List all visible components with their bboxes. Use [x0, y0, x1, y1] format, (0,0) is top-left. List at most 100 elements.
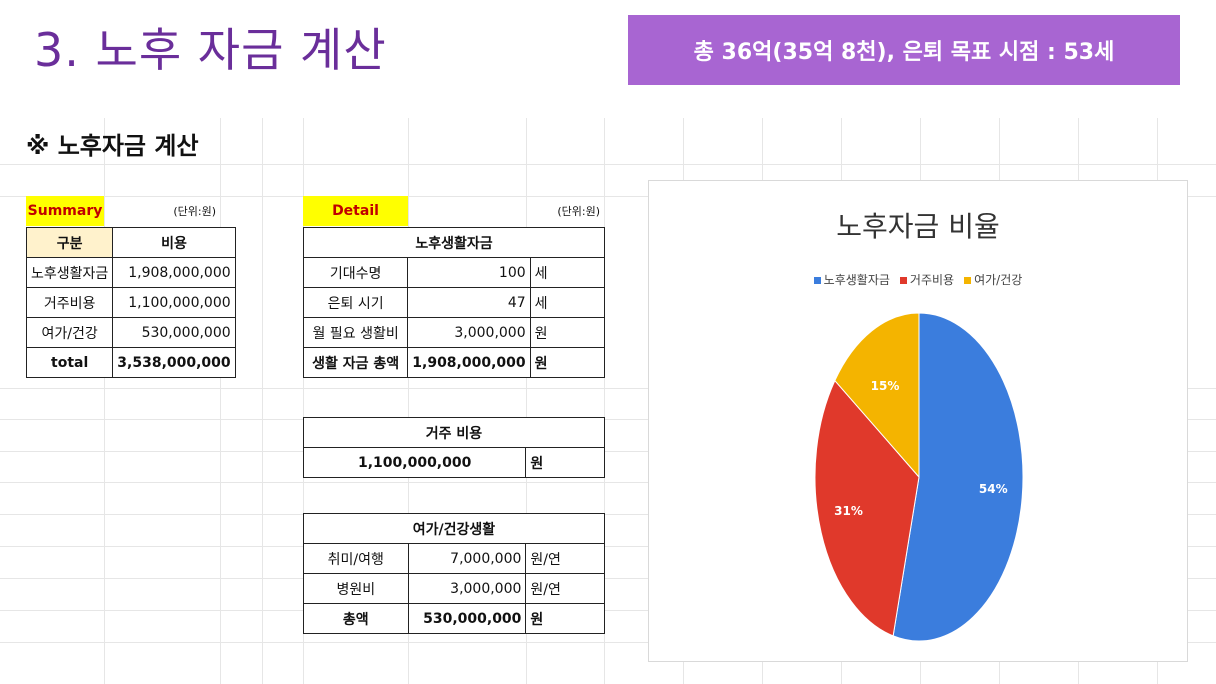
living-fund-table: 노후생활자금 기대수명 100 세 은퇴 시기 47 세 월 필요 생활비 3,…: [302, 227, 606, 378]
table-row: 생활 자금 총액 1,908,000,000 원: [302, 347, 606, 378]
gridline: [0, 546, 1216, 547]
gridline: [408, 118, 409, 684]
summary-table: 구분 비용 노후생활자금 1,908,000,000 거주비용 1,100,00…: [25, 227, 236, 378]
legend-swatch: [964, 277, 972, 284]
gridline: [220, 118, 221, 684]
summary-row-name[interactable]: 노후생활자금: [25, 257, 114, 288]
legend-label: 여가/건강: [974, 273, 1023, 287]
pie-slice[interactable]: [814, 379, 920, 637]
leisure-row-value[interactable]: 7,000,000: [407, 543, 527, 574]
gridline: [303, 118, 304, 684]
table-row: 은퇴 시기 47 세: [302, 287, 606, 318]
pie-plot: 54% 31% 15%: [814, 312, 1024, 642]
summary-row-value[interactable]: 530,000,000: [112, 317, 236, 348]
gridline: [0, 164, 1216, 165]
summary-unit-cell[interactable]: (단위:원): [173, 205, 216, 218]
leisure-row-value[interactable]: 3,000,000: [407, 573, 527, 604]
summary-banner: 총 36억(35억 8천), 은퇴 목표 시점 : 53세: [628, 15, 1180, 85]
spreadsheet-area: ※ 노후자금 계산 Summary (단위:원) 구분 비용 노후생활자금 1,…: [0, 118, 1216, 684]
detail-row-unit[interactable]: 세: [529, 257, 606, 288]
detail-row-name[interactable]: 기대수명: [302, 257, 409, 288]
summary-total-name[interactable]: total: [25, 347, 114, 378]
gridline: [0, 610, 1216, 611]
gridline: [0, 642, 1216, 643]
detail-row-value[interactable]: 3,000,000: [407, 317, 531, 348]
detail-row-unit[interactable]: 세: [529, 287, 606, 318]
detail-row-value[interactable]: 100: [407, 257, 531, 288]
gridline: [526, 118, 527, 684]
housing-cost-table: 거주 비용 1,100,000,000 원: [302, 417, 605, 478]
gridline: [0, 578, 1216, 579]
summary-header-cost[interactable]: 비용: [112, 227, 236, 258]
gridline: [0, 451, 1216, 452]
legend-item: 거주비용: [899, 271, 955, 288]
gridline: [604, 118, 605, 684]
table-row: 1,100,000,000 원: [302, 447, 605, 478]
detail-unit-cell[interactable]: (단위:원): [557, 205, 600, 218]
leisure-row-name[interactable]: 취미/여행: [303, 543, 409, 574]
legend-label: 노후생활자금: [823, 273, 890, 287]
legend-label: 거주비용: [909, 273, 955, 287]
leisure-header[interactable]: 여가/건강생활: [303, 513, 605, 544]
chart-legend: 노후생활자금 거주비용 여가/건강: [649, 271, 1187, 288]
gridline: [0, 514, 1216, 515]
gridline: [104, 118, 105, 684]
table-row: 총액 530,000,000 원: [303, 603, 605, 634]
summary-row-value[interactable]: 1,100,000,000: [112, 287, 236, 318]
detail-row-unit[interactable]: 원: [529, 317, 606, 348]
detail-label-cell[interactable]: Detail: [303, 196, 408, 226]
page-title: 3. 노후 자금 계산: [34, 23, 387, 77]
gridline: [0, 388, 1216, 389]
legend-item: 여가/건강: [964, 271, 1022, 288]
table-row: total 3,538,000,000: [25, 347, 236, 378]
detail-row-name[interactable]: 은퇴 시기: [302, 287, 409, 318]
detail-row-value[interactable]: 47: [407, 287, 531, 318]
summary-row-name[interactable]: 거주비용: [25, 287, 114, 318]
leisure-row-unit[interactable]: 원/연: [525, 573, 605, 604]
gridline: [0, 419, 1216, 420]
legend-item: 노후생활자금: [813, 271, 890, 288]
table-row: 월 필요 생활비 3,000,000 원: [302, 317, 606, 348]
sheet-heading: ※ 노후자금 계산: [26, 132, 199, 160]
summary-row-value[interactable]: 1,908,000,000: [112, 257, 236, 288]
table-row: 취미/여행 7,000,000 원/연: [303, 543, 605, 574]
leisure-total-name[interactable]: 총액: [303, 603, 409, 634]
summary-total-value[interactable]: 3,538,000,000: [112, 347, 236, 378]
leisure-row-name[interactable]: 병원비: [303, 573, 409, 604]
pie-data-label: 31%: [834, 504, 863, 518]
table-row: 노후생활자금: [303, 227, 605, 258]
pie-chart-object[interactable]: 노후자금 비율 노후생활자금 거주비용 여가/건강 54% 31% 15%: [648, 180, 1188, 662]
leisure-health-table: 여가/건강생활 취미/여행 7,000,000 원/연 병원비 3,000,00…: [303, 513, 605, 634]
detail-row-name[interactable]: 월 필요 생활비: [302, 317, 409, 348]
summary-header-category[interactable]: 구분: [25, 227, 114, 258]
pie-data-label: 15%: [871, 379, 900, 393]
table-row: 노후생활자금 1,908,000,000: [25, 257, 236, 288]
table-row: 거주 비용: [303, 417, 605, 448]
table-row: 여가/건강생활: [303, 513, 605, 544]
leisure-total-value[interactable]: 530,000,000: [407, 603, 527, 634]
living-total-unit[interactable]: 원: [529, 347, 606, 378]
chart-title: 노후자금 비율: [836, 210, 1000, 243]
living-total-name[interactable]: 생활 자금 총액: [302, 347, 409, 378]
housing-header[interactable]: 거주 비용: [303, 417, 605, 448]
table-row: 거주비용 1,100,000,000: [25, 287, 236, 318]
leisure-total-unit[interactable]: 원: [525, 603, 605, 634]
housing-unit[interactable]: 원: [525, 447, 605, 478]
pie-slice[interactable]: [834, 312, 920, 479]
legend-swatch: [899, 277, 907, 284]
leisure-row-unit[interactable]: 원/연: [525, 543, 605, 574]
table-row: 기대수명 100 세: [302, 257, 606, 288]
gridline: [0, 482, 1216, 483]
living-fund-header[interactable]: 노후생활자금: [303, 227, 605, 258]
pie-data-label: 54%: [979, 482, 1008, 496]
gridline: [262, 118, 263, 684]
table-row: 여가/건강 530,000,000: [25, 317, 236, 348]
living-total-value[interactable]: 1,908,000,000: [407, 347, 531, 378]
summary-label-cell[interactable]: Summary: [26, 196, 104, 226]
pie-slice[interactable]: [892, 312, 1024, 642]
table-row: 구분 비용: [25, 227, 236, 258]
legend-swatch: [813, 277, 821, 284]
table-row: 병원비 3,000,000 원/연: [303, 573, 605, 604]
summary-row-name[interactable]: 여가/건강: [25, 317, 114, 348]
housing-value[interactable]: 1,100,000,000: [302, 447, 527, 478]
